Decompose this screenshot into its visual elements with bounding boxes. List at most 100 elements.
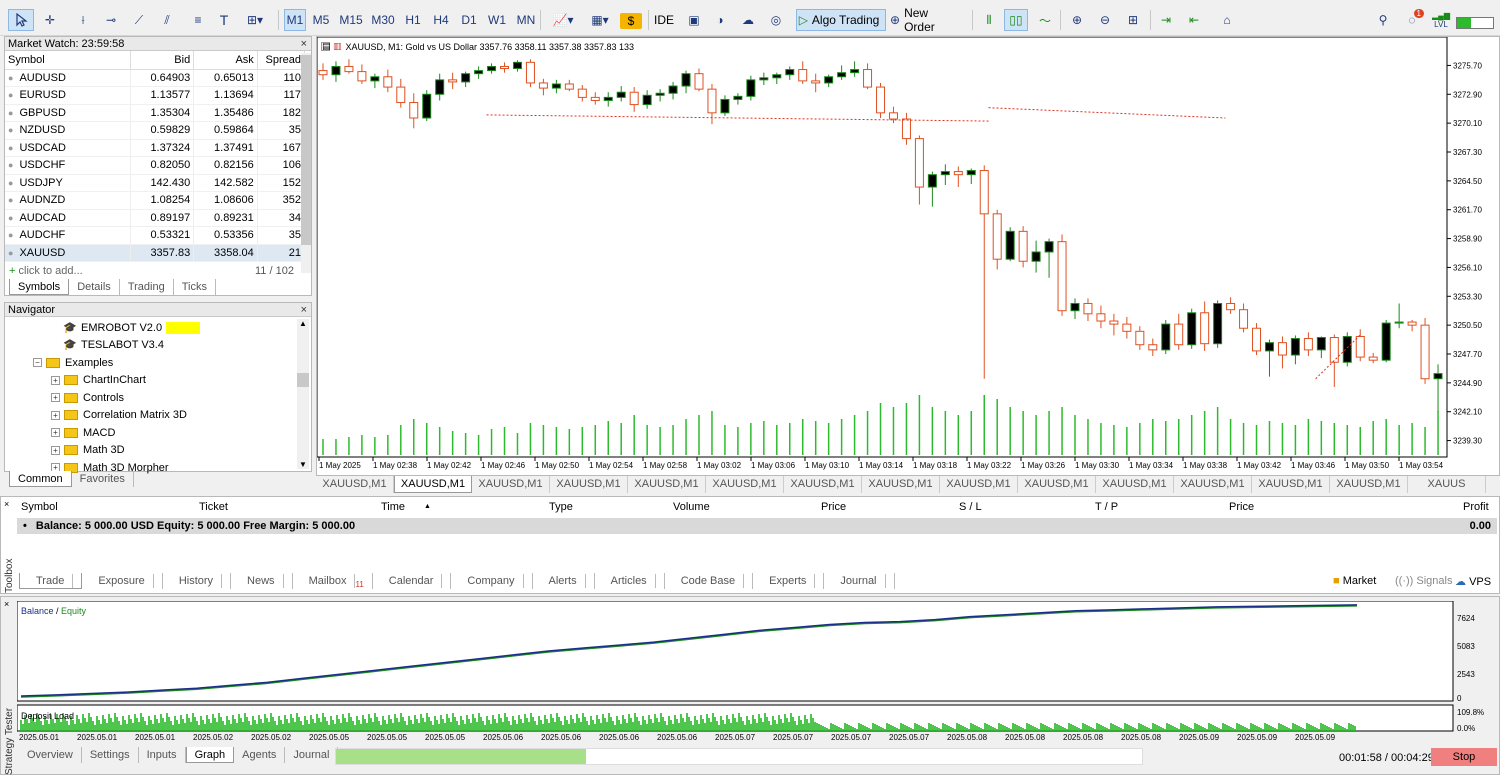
auto-scroll-button[interactable]: ⇥ [1154, 9, 1178, 31]
tab-settings[interactable]: Settings [82, 747, 139, 763]
chart-tab[interactable]: XAUUSD,M1 [628, 476, 706, 493]
col-time-header[interactable]: Time [381, 501, 406, 513]
tab-ticks[interactable]: Ticks [174, 279, 216, 295]
new-order-button[interactable]: ⊕ New Order [890, 6, 966, 34]
tab-calendar[interactable]: Calendar [373, 573, 452, 589]
timeframe-m30[interactable]: M30 [371, 13, 395, 27]
chart-tab[interactable]: XAUUS [1408, 476, 1486, 493]
timeframe-mn[interactable]: MN [516, 13, 536, 27]
col-bid[interactable]: Bid [130, 51, 195, 70]
chart-tab[interactable]: XAUUSD,M1 [862, 476, 940, 493]
trend-line-button[interactable]: ⟋ [128, 9, 150, 31]
market-watch-row[interactable]: ● AUDNZD 1.08254 1.08606 352 [5, 191, 306, 210]
tab-experts[interactable]: Experts [753, 573, 825, 589]
signal-strength-indicator[interactable]: ▂▄▆ LVL [1432, 9, 1450, 31]
chart-tab[interactable]: XAUUSD,M1 [550, 476, 628, 493]
expand-icon[interactable]: − [33, 358, 42, 367]
col-symbol-header[interactable]: Symbol [21, 501, 58, 513]
chart-window[interactable]: 3275.70 3272.90 3270.10 3267.30 3264.50 3261.… [316, 36, 1500, 476]
chart-tab[interactable]: XAUUSD,M1 [394, 476, 472, 493]
timeframe-h4[interactable]: H4 [433, 13, 449, 27]
market-link[interactable]: ■ Market [1333, 575, 1376, 587]
close-icon[interactable]: × [300, 304, 307, 316]
navigator-item[interactable]: − Examples [33, 354, 113, 371]
tab-details[interactable]: Details [69, 279, 120, 295]
signals-link[interactable]: ((·)) Signals [1395, 575, 1452, 587]
chart-tab[interactable]: XAUUSD,M1 [1096, 476, 1174, 493]
text-tool-button[interactable]: T [216, 9, 232, 31]
chart-tab[interactable]: XAUUSD,M1 [1018, 476, 1096, 493]
scroll-down-icon[interactable]: ▼ [299, 460, 307, 469]
market-watch-row[interactable]: ● USDCAD 1.37324 1.37491 167 [5, 139, 306, 157]
chart-tab[interactable]: XAUUSD,M1 [940, 476, 1018, 493]
navigator-item[interactable]: + Controls [51, 389, 124, 406]
col-profit-header[interactable]: Profit [1463, 501, 1489, 513]
market-watch-row[interactable]: ● USDCHF 0.82050 0.82156 106 [5, 156, 306, 175]
tab-graph[interactable]: Graph [185, 747, 235, 763]
market-watch-row[interactable]: ● AUDCAD 0.89197 0.89231 34 [5, 209, 306, 227]
market-watch-row[interactable]: ● AUDUSD 0.64903 0.65013 110 [5, 69, 306, 87]
price-chart[interactable]: 3275.70 3272.90 3270.10 3267.30 3264.50 3261.… [316, 36, 1500, 477]
close-icon[interactable]: × [4, 499, 10, 509]
chart-menu-icon[interactable]: ▤ [321, 41, 331, 51]
navigator-item[interactable]: + Math 3D [51, 442, 125, 459]
chart-tab[interactable]: XAUUSD,M1 [706, 476, 784, 493]
indicators-dropdown[interactable]: ▦▾ [584, 9, 616, 31]
candles-button[interactable]: ▯▯ [1004, 9, 1028, 31]
tab-history[interactable]: History [163, 573, 232, 589]
tab-favorites[interactable]: Favorites [72, 471, 134, 487]
expand-icon[interactable]: + [51, 375, 60, 385]
chart-shift-button[interactable]: ⇤ [1182, 9, 1206, 31]
tab-mailbox[interactable]: Mailbox 11 [293, 573, 373, 589]
horizontal-line-button[interactable]: ⊸ [100, 9, 122, 31]
chart-tab[interactable]: XAUUSD,M1 [472, 476, 550, 493]
col-volume-header[interactable]: Volume [673, 501, 710, 513]
chart-type-dropdown[interactable]: 📈▾ [548, 9, 578, 31]
zoom-in-button[interactable]: ⊕ [1066, 9, 1088, 31]
tab-agents[interactable]: Agents [234, 747, 286, 763]
chart-tab[interactable]: XAUUSD,M1 [316, 476, 394, 493]
market-watch-row[interactable]: ● GBPUSD 1.35304 1.35486 182 [5, 104, 306, 122]
algo-trading-button[interactable]: ▷ Algo Trading [796, 9, 886, 31]
tab-code-base[interactable]: Code Base [665, 573, 754, 589]
tab-journal[interactable]: Journal [824, 573, 895, 589]
tab-news[interactable]: News [231, 573, 293, 589]
timeframe-m5[interactable]: M5 [312, 13, 330, 27]
expand-icon[interactable]: + [51, 410, 60, 420]
col-sl-header[interactable]: S / L [959, 501, 982, 513]
tab-exposure[interactable]: Exposure [82, 573, 163, 589]
timeframe-h1[interactable]: H1 [405, 13, 421, 27]
tab-company[interactable]: Company [451, 573, 533, 589]
tab-trade[interactable]: Trade [19, 573, 83, 589]
col-symbol[interactable]: Symbol [5, 51, 131, 70]
notifications-button[interactable]: ◌ 1 [1400, 9, 1424, 31]
tab-alerts[interactable]: Alerts [533, 573, 595, 589]
expand-icon[interactable]: + [51, 393, 60, 402]
tab-inputs[interactable]: Inputs [139, 747, 186, 763]
chart-tab[interactable]: XAUUSD,M1 [1252, 476, 1330, 493]
market-watch-scrollbar[interactable] [301, 53, 311, 273]
market-watch-row[interactable]: ● NZDUSD 0.59829 0.59864 35 [5, 121, 306, 140]
tab-symbols[interactable]: Symbols [9, 279, 70, 295]
ide-button[interactable]: IDE [652, 9, 676, 31]
navigator-item[interactable]: 🎓 TESLABOT V3.4 [63, 337, 164, 354]
fibonacci-button[interactable]: ≡ [186, 9, 210, 31]
market-button[interactable]: $ [620, 13, 642, 29]
col-type-header[interactable]: Type [549, 501, 573, 513]
scrollbar-thumb[interactable] [297, 373, 309, 387]
cursor-tool-button[interactable] [8, 9, 34, 31]
navigator-item[interactable]: 🎓 EMROBOT V2.0 [63, 319, 201, 336]
search-button[interactable]: ⚲ [1372, 9, 1394, 31]
timeframe-d1[interactable]: D1 [461, 13, 477, 27]
market-watch-row[interactable]: ● USDJPY 142.430 142.582 152 [5, 174, 306, 192]
col-tp-header[interactable]: T / P [1095, 501, 1119, 513]
chart-tab[interactable]: XAUUSD,M1 [784, 476, 862, 493]
chart-tab[interactable]: XAUUSD,M1 [1174, 476, 1252, 493]
shapes-dropdown-button[interactable]: ⊞▾ [240, 9, 270, 31]
add-symbol-row[interactable]: + click to add... [9, 265, 83, 277]
col-spread[interactable]: Spread [257, 51, 306, 70]
timeframe-m15[interactable]: M15 [339, 13, 363, 27]
timeframe-m1[interactable]: M1 [284, 9, 306, 31]
bar-chart-button[interactable]: ⫴ [978, 9, 1000, 31]
chart-tab[interactable]: XAUUSD,M1 [1330, 476, 1408, 493]
